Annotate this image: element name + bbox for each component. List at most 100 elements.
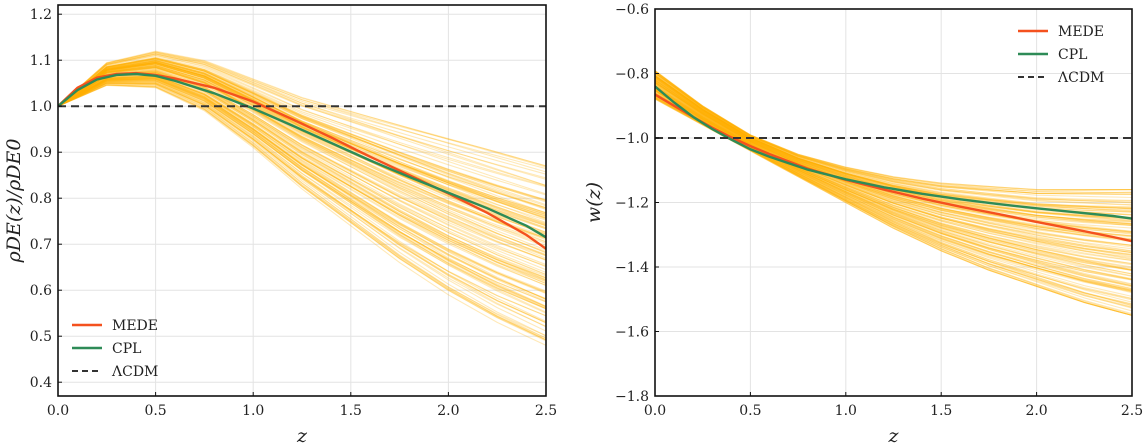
posterior-sample-line [655,72,1132,201]
legend-label: CPL [112,341,141,357]
posterior-sample-line [655,81,1132,237]
posterior-sample-line [58,61,546,225]
posterior-sample-line [655,87,1132,275]
posterior-sample-line [58,58,546,209]
y-tick-label: −1.4 [615,260,649,276]
posterior-sample-line [58,77,546,309]
x-tick-label: 1.0 [242,403,264,419]
posterior-sample-line [58,51,546,187]
posterior-sample-line [58,65,546,235]
posterior-sample-line [58,57,546,210]
posterior-sample-line [655,85,1132,253]
posterior-sample-line [655,89,1132,265]
x-tick-label: 2.0 [1025,403,1047,419]
posterior-sample-line [58,65,546,238]
posterior-sample-line [58,59,546,224]
y-tick-label: −1.8 [615,389,649,405]
posterior-sample-line [655,85,1132,271]
posterior-sample-line [58,78,546,293]
posterior-sample-line [58,53,546,180]
posterior-sample-line [58,82,546,317]
posterior-sample-line [58,63,546,217]
posterior-sample-line [58,57,546,206]
posterior-sample-line [655,83,1132,250]
posterior-sample-line [655,70,1132,204]
posterior-sample-line [58,75,546,283]
posterior-sample-line [655,88,1132,268]
posterior-sample-line [58,78,546,295]
y-axis-label: w(z) [583,182,605,223]
posterior-sample-line [58,80,546,303]
posterior-sample-line [58,77,546,293]
posterior-sample-line [655,89,1132,280]
posterior-sample-line [655,74,1132,219]
legend-label: CPL [1058,47,1087,63]
series-line-cpl [58,72,546,239]
y-axis-label: ρDE(z)/ρDE0 [3,139,25,264]
posterior-sample-line [58,77,546,300]
posterior-sample-line [58,83,546,341]
x-tick-label: 1.5 [930,403,952,419]
posterior-sample-line [58,58,546,211]
posterior-sample-line [58,58,546,207]
posterior-sample-line [58,78,546,308]
posterior-sample-line [58,82,546,324]
posterior-sample-line [655,81,1132,241]
posterior-sample-line [58,57,546,203]
posterior-sample-line [58,62,546,226]
posterior-sample-line [58,63,546,221]
y-tick-label: 1.2 [30,7,52,23]
posterior-sample-line [655,89,1132,277]
posterior-sample-line [58,76,546,286]
posterior-sample-line [58,58,546,214]
posterior-sample-line [655,70,1132,191]
posterior-sample-line [58,80,546,303]
legend-label: MEDE [1058,24,1104,40]
posterior-sample-line [58,81,546,332]
posterior-sample-line [58,66,546,239]
x-tick-label: 1.0 [835,403,857,419]
posterior-sample-line [58,77,546,292]
x-tick-label: 2.0 [437,403,459,419]
posterior-sample-line [58,75,546,300]
posterior-sample-line [655,81,1132,254]
posterior-sample-line [655,82,1132,238]
posterior-sample-line [655,71,1132,199]
posterior-sample-line [655,76,1132,226]
posterior-sample-line [655,70,1132,194]
y-tick-label: 0.4 [30,375,52,391]
posterior-sample-line [58,81,546,310]
posterior-sample-line [58,70,546,255]
posterior-sample-line [58,79,546,308]
posterior-sample-line [58,82,546,337]
posterior-sample-line [58,63,546,243]
posterior-sample-line [655,79,1132,233]
posterior-sample-line [58,62,546,219]
posterior-sample-line [655,86,1132,265]
posterior-sample-line [58,60,546,219]
posterior-sample-line [58,81,546,324]
posterior-sample-line [58,66,546,254]
posterior-sample-line [58,61,546,229]
posterior-sample-line [655,75,1132,213]
posterior-sample-line [58,51,546,167]
posterior-sample-line [655,87,1132,266]
legend: MEDE CPL ΛCDM [72,318,158,380]
posterior-sample-line [58,65,546,247]
x-axis-label: z [887,425,899,443]
posterior-sample-line [58,67,546,239]
posterior-sample-line [58,66,546,251]
posterior-sample-line [58,58,546,201]
posterior-sample-line [655,85,1132,271]
posterior-sample-line [655,74,1132,222]
posterior-sample-line [655,83,1132,241]
posterior-sample-line [58,84,546,339]
posterior-sample-line [58,54,546,179]
posterior-sample-line [58,68,546,253]
posterior-sample-line [655,87,1132,258]
y-tick-label: 0.6 [30,283,52,299]
posterior-sample-line [655,86,1132,256]
posterior-sample-line [58,84,546,337]
legend-label: ΛCDM [111,364,158,380]
